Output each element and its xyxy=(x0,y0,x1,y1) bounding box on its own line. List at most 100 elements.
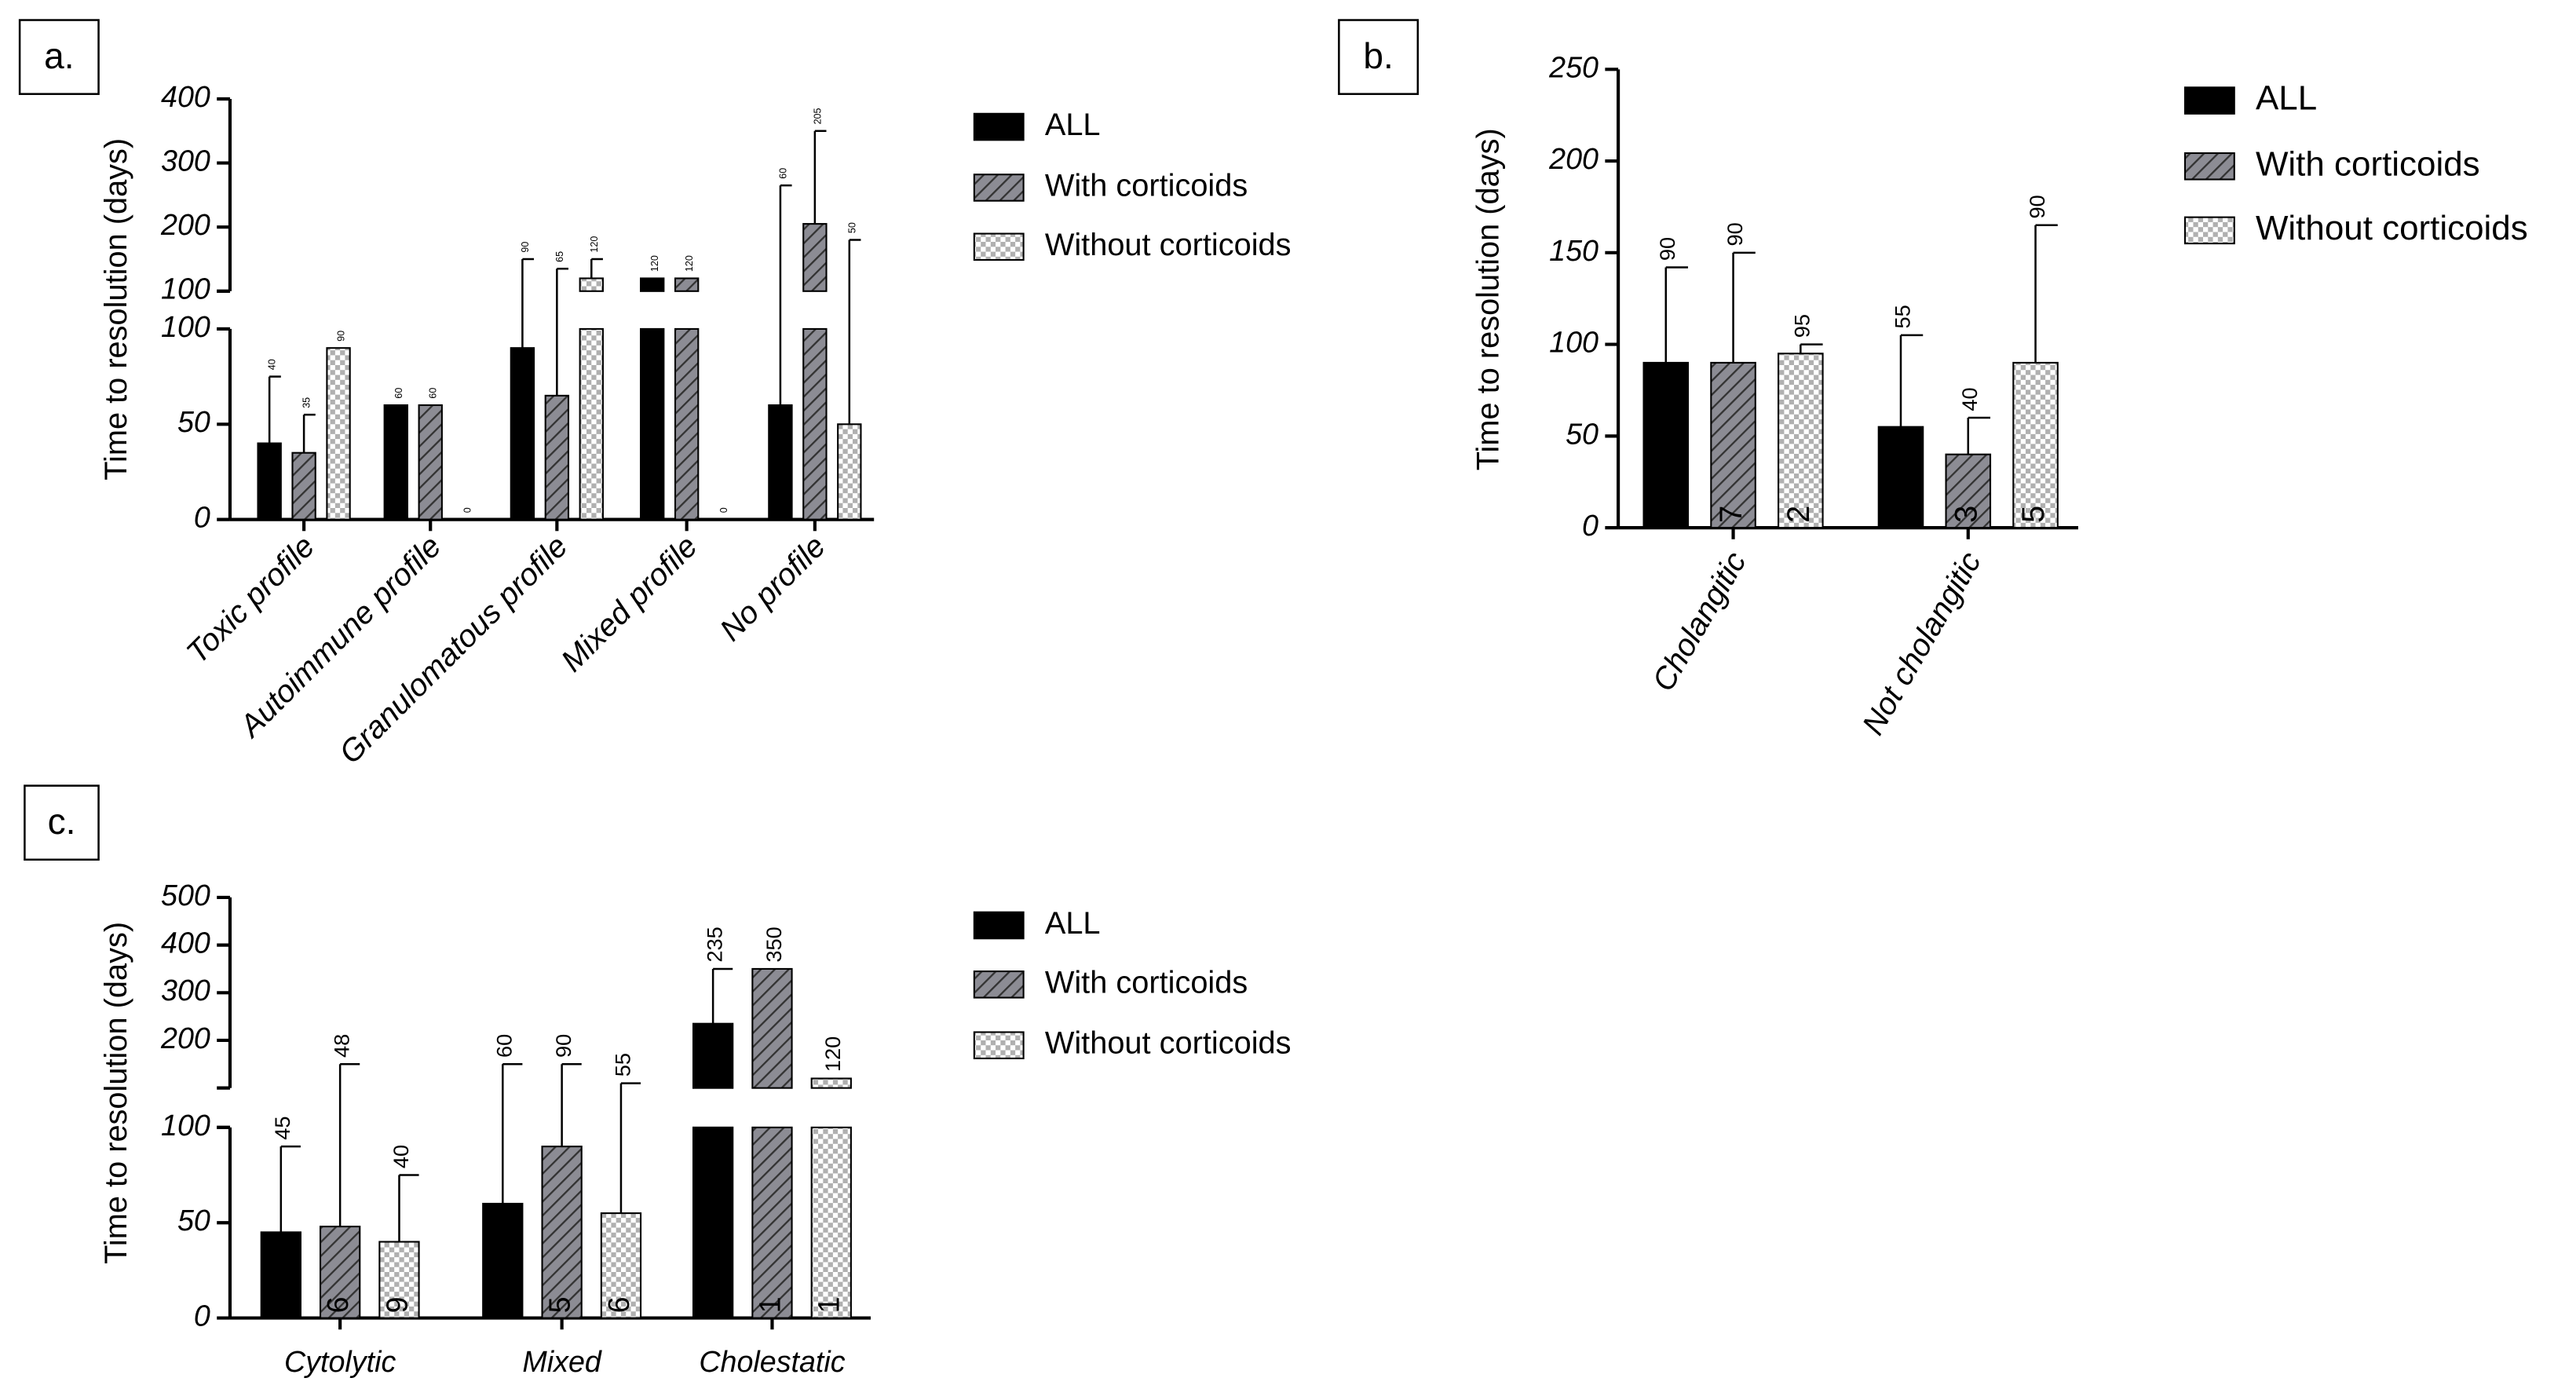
bar xyxy=(579,277,604,292)
value-label: 45 xyxy=(270,1117,294,1140)
legend-swatch xyxy=(2183,86,2235,115)
count-label: 1 xyxy=(753,1296,786,1313)
legend-label: Without corticoids xyxy=(1045,228,1292,262)
x-tick-label: Not cholangitic xyxy=(1856,546,1989,740)
y-tick-label: 200 xyxy=(1548,142,1599,175)
value-label: 40 xyxy=(267,359,278,370)
count-label: 6 xyxy=(321,1296,354,1313)
count-label: 1 xyxy=(389,508,402,514)
bar xyxy=(802,327,828,521)
legend-label: Without corticoids xyxy=(1045,1026,1292,1061)
count-label: 10 xyxy=(1881,488,1916,523)
y-tick-label: 50 xyxy=(1566,417,1599,450)
value-label: 90 xyxy=(2025,195,2049,218)
value-label: 60 xyxy=(393,388,404,399)
bar xyxy=(1778,353,1824,529)
value-label: 65 xyxy=(554,251,565,262)
value-label: 40 xyxy=(389,1145,413,1168)
legend-label: With corticoids xyxy=(2256,144,2480,183)
count-label: 2 xyxy=(1781,506,1816,523)
panel-label: c. xyxy=(48,801,76,842)
y-tick-label: 500 xyxy=(161,879,210,912)
bar xyxy=(768,404,793,521)
legend-swatch xyxy=(2183,216,2235,245)
y-tick-label: 100 xyxy=(161,272,210,305)
value-label: 90 xyxy=(336,331,347,342)
y-tick-label: 200 xyxy=(160,208,210,241)
x-tick-label: Toxic profile xyxy=(180,529,321,671)
bar xyxy=(810,1126,852,1319)
y-tick-label: 50 xyxy=(177,1204,210,1237)
legend-swatch xyxy=(973,1031,1025,1060)
panel-label: b. xyxy=(1363,35,1393,76)
bar xyxy=(541,1146,583,1319)
y-tick-label: 100 xyxy=(161,310,210,343)
y-tick-label: 100 xyxy=(1549,326,1599,359)
bar xyxy=(674,327,700,521)
bar xyxy=(674,277,700,292)
y-axis-label: Time to resolution (days) xyxy=(99,138,133,481)
count-label: 7 xyxy=(1714,506,1748,523)
value-label: 55 xyxy=(610,1053,634,1076)
bar xyxy=(1710,361,1756,529)
bar xyxy=(510,347,535,521)
legend-label: ALL xyxy=(2256,79,2317,118)
count-label: 5 xyxy=(543,1296,576,1313)
panel-label-box xyxy=(24,784,100,861)
value-label: 90 xyxy=(1723,222,1747,246)
count-label: 6 xyxy=(602,1296,635,1313)
bar xyxy=(837,423,862,521)
value-label: 48 xyxy=(330,1034,354,1058)
bar xyxy=(802,223,828,292)
value-label: 50 xyxy=(846,222,857,233)
x-tick-label: Cytolytic xyxy=(284,1345,396,1378)
value-label: 0 xyxy=(462,507,473,513)
panel-label-box xyxy=(1338,19,1420,95)
value-label: 120 xyxy=(649,255,660,272)
value-label: 40 xyxy=(1957,387,1982,411)
bar xyxy=(378,1241,420,1319)
bar xyxy=(751,1126,793,1319)
value-label: 90 xyxy=(520,242,531,253)
bar xyxy=(544,394,570,521)
count-label: 9 xyxy=(380,1296,413,1313)
bar xyxy=(640,327,665,521)
value-label: 95 xyxy=(1790,314,1814,338)
value-label: 120 xyxy=(589,236,600,253)
legend-swatch xyxy=(973,232,1025,261)
value-label: 235 xyxy=(703,927,727,962)
count-label: 5 xyxy=(263,508,276,514)
legend-swatch xyxy=(973,112,1025,141)
y-tick-label: 300 xyxy=(161,974,210,1007)
bar xyxy=(640,277,665,292)
count-label: 6 xyxy=(516,508,528,514)
panel-label: a. xyxy=(44,35,74,76)
count-label: 8 xyxy=(1646,506,1681,523)
value-label: 55 xyxy=(1890,305,1914,328)
legend-label: With corticoids xyxy=(1045,168,1248,203)
legend-swatch xyxy=(2183,152,2235,181)
legend-swatch xyxy=(973,911,1025,940)
legend-swatch xyxy=(973,174,1025,202)
bar xyxy=(291,451,316,521)
y-axis-label: Time to resolution (days) xyxy=(1471,128,1505,470)
bar xyxy=(257,442,282,521)
bar xyxy=(2012,361,2059,529)
bar xyxy=(418,404,443,521)
legend-swatch xyxy=(973,970,1025,999)
value-label: 205 xyxy=(812,108,823,124)
y-tick-label: 0 xyxy=(1582,509,1599,542)
value-label: 60 xyxy=(492,1034,517,1058)
y-tick-label: 400 xyxy=(161,927,210,960)
value-label: 120 xyxy=(820,1036,845,1072)
y-axis-label: Time to resolution (days) xyxy=(99,922,133,1264)
count-label: 1 xyxy=(813,1296,846,1313)
value-label: 60 xyxy=(428,388,439,399)
value-label: 60 xyxy=(777,168,788,179)
y-tick-label: 400 xyxy=(161,80,210,113)
y-tick-label: 100 xyxy=(161,1109,210,1142)
y-tick-label: 300 xyxy=(161,144,210,177)
bar xyxy=(692,1022,734,1089)
value-label: 350 xyxy=(762,927,786,962)
x-tick-label: Cholestatic xyxy=(699,1345,845,1378)
